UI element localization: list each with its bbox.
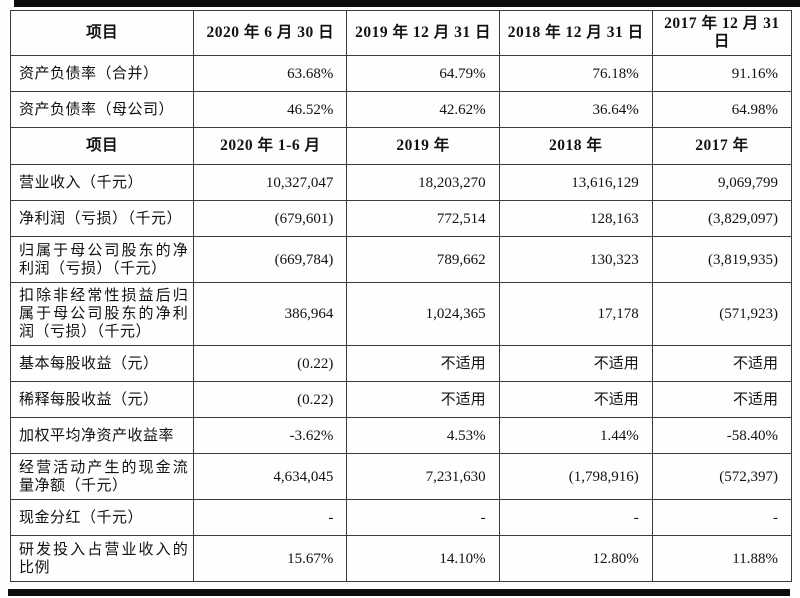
header-col-2018: 2018 年 12 月 31 日 (498, 10, 653, 56)
table-row-basic-eps: 基本每股收益（元） (0.22) 不适用 不适用 不适用 (9, 345, 793, 382)
value-cell: 11.88% (651, 535, 793, 582)
row-label-cell: 现金分红（千元） (9, 499, 195, 536)
table-row-net-profit: 净利润（亏损）（千元） (679,601) 772,514 128,163 (3… (9, 200, 793, 237)
value-cell: 13,616,129 (498, 164, 653, 201)
value-cell: (679,601) (193, 200, 348, 237)
value-cell: 128,163 (498, 200, 653, 237)
value-cell: -58.40% (651, 417, 793, 454)
table-row-net-profit-excl-nonrecurring: 扣除非经常性损益后归属于母公司股东的净利润（亏损）（千元） 386,964 1,… (9, 282, 793, 346)
table-header-row-balance-dates: 项目 2020 年 6 月 30 日 2019 年 12 月 31 日 2018… (9, 10, 793, 56)
value-cell: (0.22) (193, 381, 348, 418)
value-cell: 64.79% (346, 55, 500, 92)
value-cell: 1,024,365 (346, 282, 500, 346)
value-cell: 不适用 (346, 345, 500, 382)
table-row-weighted-avg-roe: 加权平均净资产收益率 -3.62% 4.53% 1.44% -58.40% (9, 417, 793, 454)
row-label-cell: 研发投入占营业收入的比例 (9, 535, 195, 582)
value-cell: (572,397) (651, 453, 793, 500)
value-cell: (0.22) (193, 345, 348, 382)
header-col-2020: 2020 年 6 月 30 日 (193, 10, 348, 56)
value-cell: - (651, 499, 793, 536)
value-cell: 不适用 (498, 345, 653, 382)
row-label-cell: 归属于母公司股东的净利润（亏损）（千元） (9, 236, 195, 283)
header-col-2020h1: 2020 年 1-6 月 (193, 127, 348, 165)
header-col-2017: 2017 年 12 月 31 日 (651, 10, 793, 56)
value-cell: - (193, 499, 348, 536)
value-cell: - (346, 499, 500, 536)
value-cell: (571,923) (651, 282, 793, 346)
value-cell: 64.98% (651, 91, 793, 128)
row-label-cell: 加权平均净资产收益率 (9, 417, 195, 454)
value-cell: 14.10% (346, 535, 500, 582)
bottom-rule (8, 589, 790, 596)
table-row-revenue: 营业收入（千元） 10,327,047 18,203,270 13,616,12… (9, 164, 793, 201)
value-cell: 63.68% (193, 55, 348, 92)
value-cell: 不适用 (346, 381, 500, 418)
table-header-row-periods: 项目 2020 年 1-6 月 2019 年 2018 年 2017 年 (9, 127, 793, 165)
table-row-diluted-eps: 稀释每股收益（元） (0.22) 不适用 不适用 不适用 (9, 381, 793, 418)
header-col-2019y: 2019 年 (346, 127, 500, 165)
row-label-cell: 营业收入（千元） (9, 164, 195, 201)
header-col-2019: 2019 年 12 月 31 日 (346, 10, 500, 56)
row-label-cell: 稀释每股收益（元） (9, 381, 195, 418)
value-cell: 10,327,047 (193, 164, 348, 201)
header-item-label: 项目 (9, 127, 195, 165)
value-cell: (1,798,916) (498, 453, 653, 500)
header-col-2017y: 2017 年 (651, 127, 793, 165)
value-cell: -3.62% (193, 417, 348, 454)
value-cell: (3,829,097) (651, 200, 793, 237)
value-cell: 4,634,045 (193, 453, 348, 500)
table-row-net-profit-attributable: 归属于母公司股东的净利润（亏损）（千元） (669,784) 789,662 1… (9, 236, 793, 283)
value-cell: 1.44% (498, 417, 653, 454)
value-cell: 18,203,270 (346, 164, 500, 201)
value-cell: 42.62% (346, 91, 500, 128)
table-row-debt-ratio-consolidated: 资产负债率（合并） 63.68% 64.79% 76.18% 91.16% (9, 55, 793, 92)
value-cell: 7,231,630 (346, 453, 500, 500)
value-cell: 不适用 (498, 381, 653, 418)
value-cell: 36.64% (498, 91, 653, 128)
header-col-2018y: 2018 年 (498, 127, 653, 165)
value-cell: 9,069,799 (651, 164, 793, 201)
row-label-cell: 扣除非经常性损益后归属于母公司股东的净利润（亏损）（千元） (9, 282, 195, 346)
value-cell: 386,964 (193, 282, 348, 346)
value-cell: 17,178 (498, 282, 653, 346)
value-cell: - (498, 499, 653, 536)
value-cell: 不适用 (651, 381, 793, 418)
value-cell: 不适用 (651, 345, 793, 382)
value-cell: 772,514 (346, 200, 500, 237)
value-cell: (669,784) (193, 236, 348, 283)
row-label-cell: 基本每股收益（元） (9, 345, 195, 382)
row-label-cell: 净利润（亏损）（千元） (9, 200, 195, 237)
value-cell: 789,662 (346, 236, 500, 283)
financial-summary-table: 项目 2020 年 6 月 30 日 2019 年 12 月 31 日 2018… (9, 10, 793, 582)
row-label-cell: 资产负债率（母公司） (9, 91, 195, 128)
row-label-cell: 资产负债率（合并） (9, 55, 195, 92)
row-label-cell: 经营活动产生的现金流量净额（千元） (9, 453, 195, 500)
header-item-label: 项目 (9, 10, 195, 56)
table-row-cash-dividend: 现金分红（千元） - - - - (9, 499, 793, 536)
value-cell: 46.52% (193, 91, 348, 128)
value-cell: 91.16% (651, 55, 793, 92)
table-row-rnd-ratio: 研发投入占营业收入的比例 15.67% 14.10% 12.80% 11.88% (9, 535, 793, 582)
table-row-operating-cash-flow: 经营活动产生的现金流量净额（千元） 4,634,045 7,231,630 (1… (9, 453, 793, 500)
value-cell: 130,323 (498, 236, 653, 283)
value-cell: 15.67% (193, 535, 348, 582)
value-cell: (3,819,935) (651, 236, 793, 283)
top-rule (14, 0, 800, 7)
value-cell: 4.53% (346, 417, 500, 454)
value-cell: 76.18% (498, 55, 653, 92)
value-cell: 12.80% (498, 535, 653, 582)
table-row-debt-ratio-parent: 资产负债率（母公司） 46.52% 42.62% 36.64% 64.98% (9, 91, 793, 128)
